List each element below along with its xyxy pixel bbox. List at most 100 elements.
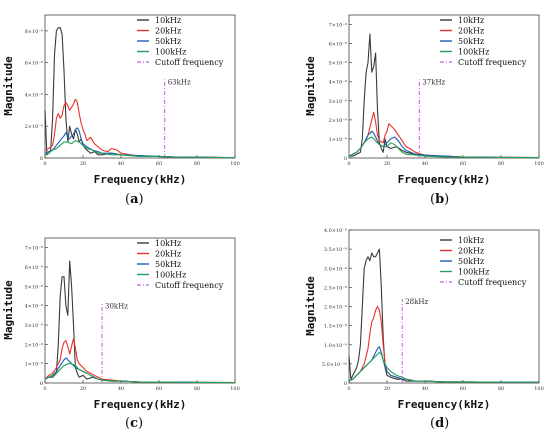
x-tick-label: 0 bbox=[347, 161, 350, 167]
y-tick-label: 4×10⁻⁹ bbox=[25, 304, 43, 310]
series-line-20kHz bbox=[348, 305, 539, 383]
chart-panel-b: 0 20 40 60 80 100 0 1×10⁻⁹ 2×10⁻⁹ 3×10⁻⁹ 4×10⁻⁹ 5×1… bbox=[304, 14, 544, 207]
y-tick-label: 4×10⁻⁹ bbox=[329, 80, 347, 86]
y-tick-label: 0 bbox=[344, 156, 347, 162]
y-tick-label: 4.0×10⁻⁹ bbox=[324, 228, 347, 234]
series-line-10kHz bbox=[349, 33, 540, 159]
cutoff-label: 37kHz bbox=[422, 78, 445, 86]
x-tick-label: 100 bbox=[230, 386, 240, 392]
y-tick-label: 5.0×10⁻¹⁰ bbox=[322, 362, 347, 368]
x-tick-label: 60 bbox=[156, 386, 162, 392]
legend-label: 50kHz bbox=[458, 37, 484, 46]
x-tick-label: 60 bbox=[156, 161, 162, 167]
x-tick-label: 20 bbox=[80, 161, 86, 167]
x-tick-label: 80 bbox=[498, 161, 504, 167]
x-tick-label: 40 bbox=[422, 386, 428, 392]
panel-label: (c) bbox=[125, 416, 143, 431]
cutoff-label: 28kHz bbox=[405, 298, 428, 306]
legend-label: Cutoff frequency bbox=[458, 278, 527, 287]
x-tick-label: 20 bbox=[384, 386, 390, 392]
x-tick-label: 40 bbox=[118, 386, 124, 392]
x-tick-label: 100 bbox=[230, 161, 240, 167]
y-tick-label: 0 bbox=[40, 381, 43, 387]
legend-label: 50kHz bbox=[155, 37, 181, 46]
x-tick-label: 20 bbox=[80, 386, 86, 392]
x-tick-label: 60 bbox=[460, 386, 466, 392]
legend-label: 100kHz bbox=[155, 271, 186, 280]
y-axis-label: Magnitude bbox=[2, 280, 15, 340]
x-tick-label: 80 bbox=[498, 386, 504, 392]
series-line-50kHz bbox=[44, 357, 236, 384]
y-tick-label: 0 bbox=[40, 156, 43, 162]
y-tick-label: 3×10⁻⁹ bbox=[329, 99, 347, 105]
y-tick-label: 1.0×10⁻⁹ bbox=[324, 343, 347, 349]
x-tick-label: 80 bbox=[194, 161, 200, 167]
plot-frame bbox=[348, 14, 540, 159]
plot-frame bbox=[44, 237, 236, 384]
y-tick-label: 6×10⁻⁹ bbox=[329, 42, 347, 48]
chart-panel-d: 0 20 40 60 80 100 0 5.0×10⁻¹⁰ 1.0×10⁻⁹ 1.5×10⁻⁹ 2.… bbox=[304, 228, 544, 431]
y-tick-label: 0 bbox=[344, 381, 347, 387]
y-tick-label: 6×10⁻⁹ bbox=[25, 265, 43, 271]
cutoff-label: 63kHz bbox=[168, 78, 191, 86]
panel-label: (b) bbox=[430, 192, 449, 207]
y-tick-label: 3×10⁻⁹ bbox=[25, 323, 43, 329]
series-line-100kHz bbox=[44, 363, 236, 384]
legend-label: 10kHz bbox=[458, 236, 484, 245]
chart-panel-c: 0 20 40 60 80 100 0 1×10⁻⁹ 2×10⁻⁹ 3×10⁻⁹ 4×10⁻⁹ 5×1… bbox=[2, 237, 240, 431]
series-line-100kHz bbox=[348, 351, 539, 383]
y-tick-label: 5×10⁻⁹ bbox=[329, 61, 347, 67]
y-tick-label: 1.5×10⁻⁹ bbox=[324, 324, 347, 330]
y-tick-label: 2.0×10⁻⁹ bbox=[324, 305, 347, 311]
y-tick-label: 4×10⁻⁹ bbox=[25, 92, 43, 98]
y-axis-label: Magnitude bbox=[2, 56, 15, 116]
legend-label: 20kHz bbox=[458, 247, 484, 256]
y-tick-label: 2×10⁻⁹ bbox=[25, 124, 43, 130]
legend-label: 20kHz bbox=[155, 27, 181, 36]
series-line-100kHz bbox=[44, 139, 236, 159]
x-tick-label: 80 bbox=[194, 386, 200, 392]
legend-label: 100kHz bbox=[458, 48, 489, 57]
x-tick-label: 40 bbox=[118, 161, 124, 167]
y-tick-label: 8×10⁻⁹ bbox=[25, 29, 43, 35]
y-tick-label: 5×10⁻⁹ bbox=[25, 284, 43, 290]
y-axis-label: Magnitude bbox=[304, 276, 317, 336]
y-tick-label: 2×10⁻⁹ bbox=[25, 342, 43, 348]
y-tick-label: 1×10⁻⁹ bbox=[329, 137, 347, 143]
plot-frame bbox=[44, 14, 236, 159]
x-tick-label: 0 bbox=[43, 386, 46, 392]
x-axis-label: Frequency(kHz) bbox=[94, 398, 187, 411]
x-tick-label: 100 bbox=[534, 386, 544, 392]
y-tick-label: 7×10⁻⁹ bbox=[329, 23, 347, 29]
legend-label: Cutoff frequency bbox=[458, 58, 527, 67]
x-tick-label: 0 bbox=[43, 161, 46, 167]
legend-label: 20kHz bbox=[458, 27, 484, 36]
series-line-10kHz bbox=[44, 27, 236, 159]
x-axis-label: Frequency(kHz) bbox=[94, 173, 187, 186]
series-line-10kHz bbox=[348, 248, 539, 383]
series-line-50kHz bbox=[348, 346, 539, 383]
legend-label: Cutoff frequency bbox=[155, 281, 224, 290]
legend-label: 100kHz bbox=[155, 48, 186, 57]
x-tick-label: 40 bbox=[422, 161, 428, 167]
y-axis-label: Magnitude bbox=[304, 56, 317, 116]
legend-label: 100kHz bbox=[458, 268, 489, 277]
panel-label: (d) bbox=[430, 416, 449, 431]
y-tick-label: 1×10⁻⁹ bbox=[25, 362, 43, 368]
legend-label: 50kHz bbox=[458, 257, 484, 266]
legend-label: 10kHz bbox=[155, 16, 181, 25]
y-tick-label: 3.5×10⁻⁹ bbox=[324, 247, 347, 253]
series-line-20kHz bbox=[44, 98, 236, 159]
legend-label: 10kHz bbox=[155, 239, 181, 248]
y-tick-label: 7×10⁻⁹ bbox=[25, 246, 43, 252]
x-tick-label: 20 bbox=[384, 161, 390, 167]
series-line-20kHz bbox=[44, 337, 236, 384]
series-line-100kHz bbox=[348, 136, 540, 159]
y-tick-label: 2×10⁻⁹ bbox=[329, 118, 347, 124]
y-tick-label: 6×10⁻⁹ bbox=[25, 61, 43, 67]
legend-label: 50kHz bbox=[155, 260, 181, 269]
panel-label: (a) bbox=[125, 192, 144, 207]
chart-panel-a: 0 20 40 60 80 100 0 2×10⁻⁹ 4×10⁻⁹ 6×10⁻⁹ 8×10⁻⁹ 63k… bbox=[2, 14, 240, 207]
y-tick-label: 3.0×10⁻⁹ bbox=[324, 266, 347, 272]
legend-label: Cutoff frequency bbox=[155, 58, 224, 67]
